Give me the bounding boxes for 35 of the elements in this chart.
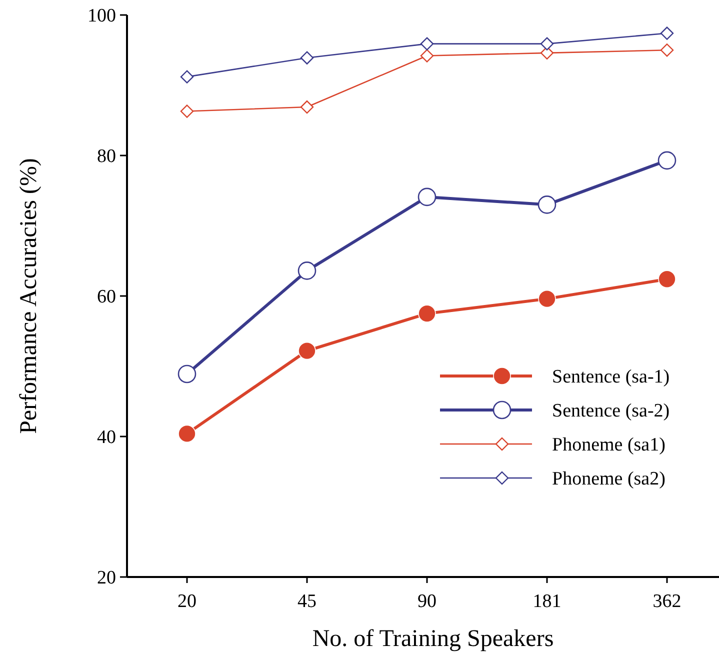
x-axis-title: No. of Training Speakers [312,626,554,652]
point [298,342,316,360]
point [538,290,556,308]
y-axis-title: Performance Accuracies (%) [16,158,42,434]
point [538,196,556,214]
point [420,49,434,62]
point [178,364,196,384]
legend-label: Phoneme (sa2) [552,468,666,490]
x-tick-label: 181 [532,591,562,612]
point [540,37,554,50]
point [300,100,314,114]
point [658,151,676,170]
y-tick-label: 40 [97,427,116,448]
x-tick-label: 20 [178,591,196,612]
point [180,104,194,118]
point [298,262,316,280]
point [300,51,314,64]
x-tick-label: 90 [418,591,436,612]
y-tick-label: 20 [97,568,116,589]
point [180,70,194,84]
point [178,424,196,443]
legend-label: Sentence (sa-1) [552,366,670,388]
legend-label: Phoneme (sa1) [552,434,666,456]
y-tick-label: 100 [88,6,116,27]
point [418,188,436,206]
point [420,37,434,50]
point [658,270,676,288]
x-tick-label: 362 [652,591,682,612]
point [660,26,674,40]
x-tick-label: 45 [298,591,316,612]
point [660,44,674,57]
point [418,304,436,322]
legend-label: Sentence (sa-2) [552,400,670,422]
y-tick-label: 60 [97,286,116,308]
y-tick-label: 80 [97,146,116,168]
